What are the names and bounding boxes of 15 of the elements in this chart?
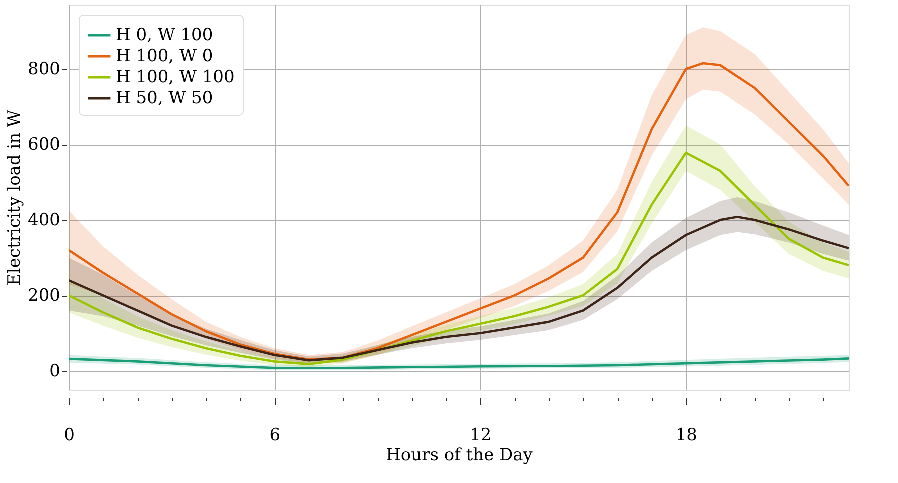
- y-tick-label: 800: [28, 60, 60, 80]
- x-tick-label: 0: [64, 426, 75, 446]
- legend-label: H 0, W 100: [116, 26, 214, 46]
- y-tick-label: 600: [28, 135, 60, 156]
- y-tick-label: 0: [50, 362, 60, 382]
- legend-label: H 50, W 50: [116, 88, 214, 108]
- x-tick-label: 18: [676, 426, 698, 446]
- x-tick-label: 12: [470, 426, 492, 446]
- y-axis-title: Electricity load in W: [5, 109, 26, 286]
- legend-label: H 100, W 100: [116, 68, 235, 88]
- y-tick-label: 400: [28, 210, 60, 231]
- x-tick-label: 6: [270, 426, 281, 446]
- legend-label: H 100, W 0: [116, 46, 214, 66]
- x-axis-title: Hours of the Day: [386, 446, 534, 466]
- y-tick-label: 200: [28, 286, 60, 306]
